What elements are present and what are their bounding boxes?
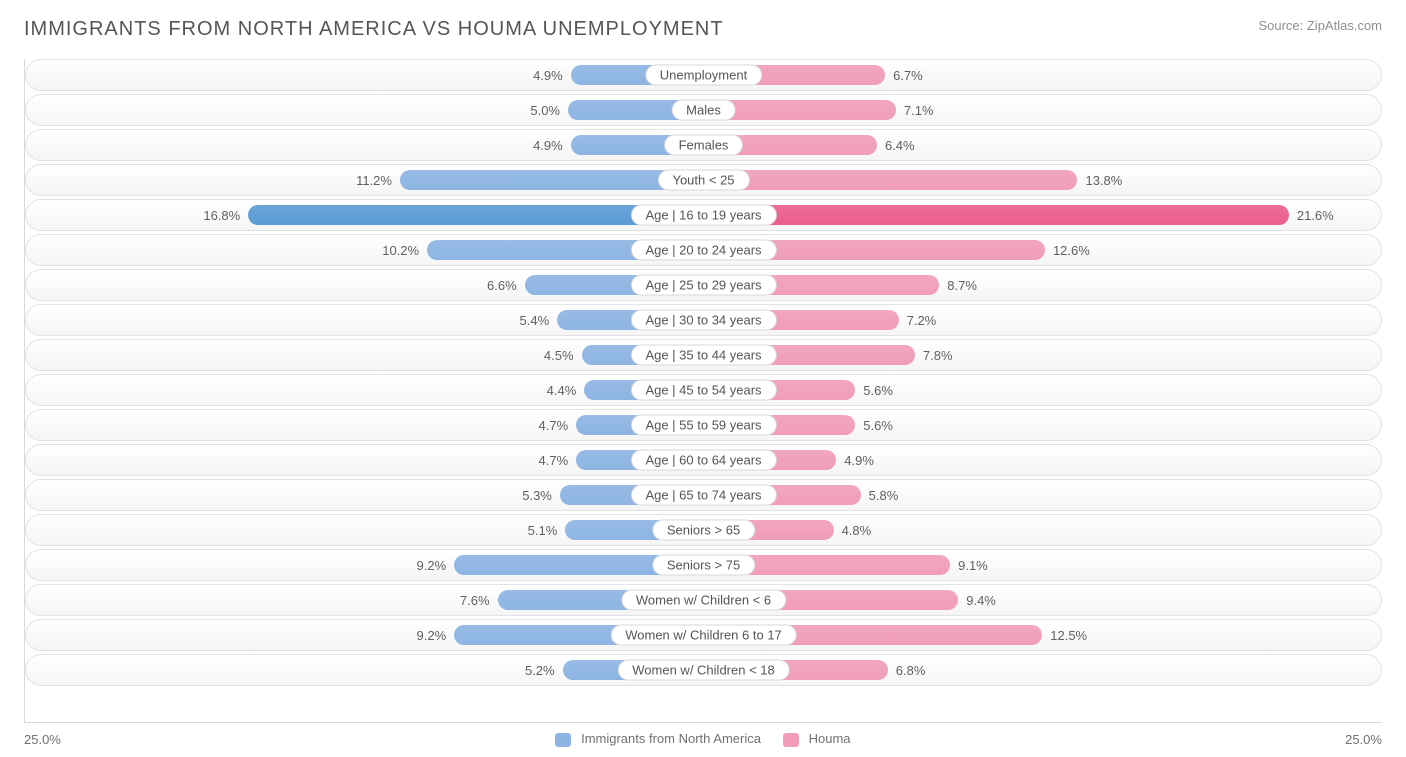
value-left: 7.6% — [452, 593, 498, 608]
value-left: 4.9% — [525, 68, 571, 83]
value-right: 4.8% — [834, 523, 880, 538]
chart-row: 11.2% 13.8% Youth < 25 — [25, 164, 1382, 196]
chart-row: 4.5% 7.8% Age | 35 to 44 years — [25, 339, 1382, 371]
value-right: 5.6% — [855, 383, 901, 398]
chart-row: 5.2% 6.8% Women w/ Children < 18 — [25, 654, 1382, 686]
value-right: 6.4% — [877, 138, 923, 153]
value-right: 8.7% — [939, 278, 985, 293]
category-label: Age | 30 to 34 years — [630, 310, 776, 331]
value-right: 21.6% — [1289, 208, 1342, 223]
category-label: Males — [671, 100, 736, 121]
value-left: 5.1% — [520, 523, 566, 538]
value-left: 4.7% — [531, 453, 577, 468]
value-right: 13.8% — [1077, 173, 1130, 188]
axis-left-max: 25.0% — [24, 732, 61, 747]
chart-row: 16.8% 21.6% Age | 16 to 19 years — [25, 199, 1382, 231]
category-label: Women w/ Children < 6 — [621, 590, 786, 611]
value-left: 5.3% — [514, 488, 560, 503]
category-label: Youth < 25 — [657, 170, 749, 191]
value-left: 16.8% — [195, 208, 248, 223]
value-left: 5.0% — [522, 103, 568, 118]
category-label: Age | 25 to 29 years — [630, 275, 776, 296]
chart-row: 4.4% 5.6% Age | 45 to 54 years — [25, 374, 1382, 406]
legend-label-right: Houma — [809, 731, 851, 746]
value-right: 7.8% — [915, 348, 961, 363]
chart-row: 9.2% 12.5% Women w/ Children 6 to 17 — [25, 619, 1382, 651]
chart-title: IMMIGRANTS FROM NORTH AMERICA VS HOUMA U… — [24, 18, 724, 41]
category-label: Women w/ Children < 18 — [617, 660, 789, 681]
chart-row: 5.3% 5.8% Age | 65 to 74 years — [25, 479, 1382, 511]
chart-row: 4.9% 6.7% Unemployment — [25, 59, 1382, 91]
legend-label-left: Immigrants from North America — [581, 731, 761, 746]
chart-row: 5.0% 7.1% Males — [25, 94, 1382, 126]
category-label: Age | 16 to 19 years — [630, 205, 776, 226]
value-left: 9.2% — [409, 558, 455, 573]
axis-right-max: 25.0% — [1345, 732, 1382, 747]
value-right: 6.7% — [885, 68, 931, 83]
chart-row: 4.7% 4.9% Age | 60 to 64 years — [25, 444, 1382, 476]
value-right: 12.6% — [1045, 243, 1098, 258]
category-label: Women w/ Children 6 to 17 — [610, 625, 797, 646]
chart-row: 10.2% 12.6% Age | 20 to 24 years — [25, 234, 1382, 266]
category-label: Age | 55 to 59 years — [630, 415, 776, 436]
value-left: 4.4% — [539, 383, 585, 398]
value-left: 4.7% — [531, 418, 577, 433]
chart-row: 6.6% 8.7% Age | 25 to 29 years — [25, 269, 1382, 301]
category-label: Age | 35 to 44 years — [630, 345, 776, 366]
category-label: Age | 60 to 64 years — [630, 450, 776, 471]
chart-row: 4.7% 5.6% Age | 55 to 59 years — [25, 409, 1382, 441]
value-right: 5.6% — [855, 418, 901, 433]
value-left: 9.2% — [409, 628, 455, 643]
source-label: Source: ZipAtlas.com — [1258, 18, 1382, 33]
value-right: 6.8% — [888, 663, 934, 678]
value-right: 12.5% — [1042, 628, 1095, 643]
category-label: Seniors > 65 — [652, 520, 755, 541]
category-label: Seniors > 75 — [652, 555, 755, 576]
value-left: 4.9% — [525, 138, 571, 153]
value-left: 6.6% — [479, 278, 525, 293]
value-left: 10.2% — [374, 243, 427, 258]
legend-swatch-right — [783, 733, 799, 747]
value-left: 5.4% — [512, 313, 558, 328]
value-right: 7.2% — [899, 313, 945, 328]
chart-row: 4.9% 6.4% Females — [25, 129, 1382, 161]
chart-row: 9.2% 9.1% Seniors > 75 — [25, 549, 1382, 581]
value-right: 4.9% — [836, 453, 882, 468]
value-right: 9.1% — [950, 558, 996, 573]
category-label: Unemployment — [645, 65, 762, 86]
value-left: 11.2% — [348, 173, 400, 188]
chart-legend: Immigrants from North America Houma — [555, 731, 850, 747]
value-left: 4.5% — [536, 348, 582, 363]
chart-row: 7.6% 9.4% Women w/ Children < 6 — [25, 584, 1382, 616]
legend-item-left: Immigrants from North America — [555, 731, 761, 747]
category-label: Females — [664, 135, 744, 156]
chart-row: 5.1% 4.8% Seniors > 65 — [25, 514, 1382, 546]
value-right: 7.1% — [896, 103, 942, 118]
bar-right — [704, 170, 1078, 190]
chart-row: 5.4% 7.2% Age | 30 to 34 years — [25, 304, 1382, 336]
diverging-bar-chart: 4.9% 6.7% Unemployment 5.0% 7.1% Males 4.9% 6.4… — [24, 59, 1382, 723]
legend-item-right: Houma — [783, 731, 851, 747]
value-left: 5.2% — [517, 663, 563, 678]
value-right: 5.8% — [861, 488, 907, 503]
bar-right — [704, 205, 1289, 225]
legend-swatch-left — [555, 733, 571, 747]
category-label: Age | 65 to 74 years — [630, 485, 776, 506]
category-label: Age | 45 to 54 years — [630, 380, 776, 401]
category-label: Age | 20 to 24 years — [630, 240, 776, 261]
value-right: 9.4% — [958, 593, 1004, 608]
